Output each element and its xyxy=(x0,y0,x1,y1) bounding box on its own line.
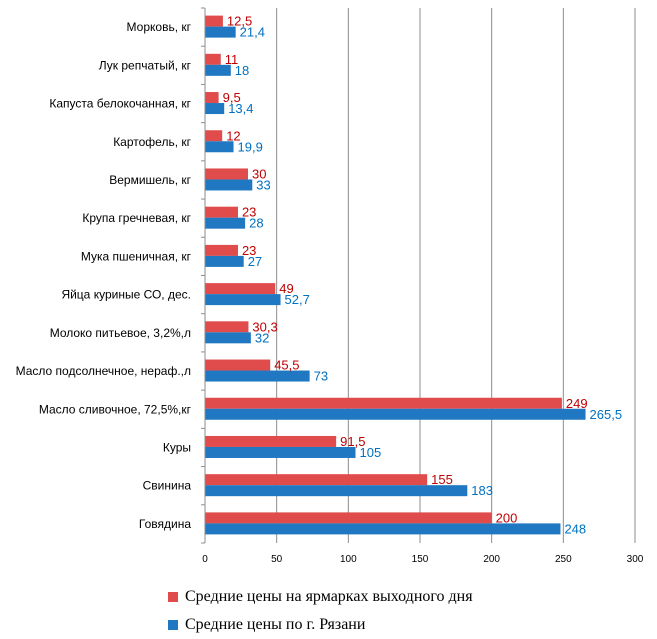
legend-label-city: Средние цены по г. Рязани xyxy=(185,616,366,633)
category-label: Картофель, кг xyxy=(113,135,191,149)
bar-city-9 xyxy=(205,370,310,382)
category-label: Капуста белокочанная, кг xyxy=(49,97,191,111)
value-label-fair: 49 xyxy=(279,281,293,296)
bar-fair-6 xyxy=(205,244,238,256)
bar-city-10 xyxy=(205,408,586,420)
legend-item-city: Средние цены по г. Рязани xyxy=(168,611,473,639)
value-label-fair: 9,5 xyxy=(223,90,241,105)
value-label-city: 13,4 xyxy=(228,101,253,116)
value-label-city: 52,7 xyxy=(285,292,310,307)
value-label-city: 248 xyxy=(564,521,586,536)
value-label-fair: 23 xyxy=(242,205,256,220)
value-label-fair: 155 xyxy=(431,472,453,487)
bar-city-8 xyxy=(205,332,251,344)
category-label: Масло сливочное, 72,5%,кг xyxy=(39,402,192,416)
category-label: Вермишель, кг xyxy=(109,173,191,187)
bar-fair-1 xyxy=(205,53,221,65)
value-label-city: 73 xyxy=(314,369,328,384)
category-label: Мука пшеничная, кг xyxy=(81,249,192,263)
x-tick-label: 300 xyxy=(627,554,644,565)
x-tick-label: 100 xyxy=(340,554,357,565)
value-label-city: 32 xyxy=(255,330,269,345)
bar-fair-8 xyxy=(205,321,249,333)
legend-swatch-city xyxy=(168,620,178,630)
x-tick-label: 150 xyxy=(412,554,429,565)
x-tick-label: 50 xyxy=(271,554,283,565)
category-label: Морковь, кг xyxy=(127,20,192,34)
value-label-city: 28 xyxy=(249,216,263,231)
value-label-fair: 91,5 xyxy=(340,434,365,449)
bar-fair-7 xyxy=(205,283,276,295)
x-tick-label: 250 xyxy=(555,554,572,565)
value-label-city: 18 xyxy=(235,63,249,78)
value-label-fair: 12 xyxy=(226,128,240,143)
category-label: Масло подсолнечное, нераф.,л xyxy=(16,364,191,378)
value-label-city: 105 xyxy=(360,445,382,460)
category-label: Яйца куриные СО, дес. xyxy=(61,288,191,302)
value-label-fair: 23 xyxy=(242,243,256,258)
x-tick-label: 0 xyxy=(202,554,208,565)
bar-fair-11 xyxy=(205,435,337,447)
value-label-fair: 45,5 xyxy=(274,358,299,373)
value-label-fair: 30 xyxy=(252,166,266,181)
bar-fair-3 xyxy=(205,130,223,142)
legend-label-fair: Средние цены на ярмарках выходного дня xyxy=(185,588,473,605)
value-label-fair: 12,5 xyxy=(227,14,252,29)
category-label: Лук репчатый, кг xyxy=(99,58,192,72)
bar-city-5 xyxy=(205,217,246,229)
bar-fair-5 xyxy=(205,206,238,218)
bar-fair-13 xyxy=(205,512,492,524)
value-label-fair: 30,3 xyxy=(252,319,277,334)
bar-fair-10 xyxy=(205,397,562,409)
category-label: Куры xyxy=(163,440,191,454)
category-label: Молоко питьевое, 3,2%,л xyxy=(50,326,191,340)
bar-city-12 xyxy=(205,485,468,497)
value-label-fair: 11 xyxy=(225,52,239,67)
bar-city-2 xyxy=(205,103,225,115)
bar-city-6 xyxy=(205,255,244,267)
value-label-fair: 200 xyxy=(496,510,518,525)
value-label-city: 21,4 xyxy=(240,25,265,40)
legend: Средние цены на ярмарках выходного дня С… xyxy=(168,583,473,639)
value-label-fair: 249 xyxy=(566,396,588,411)
bars xyxy=(205,15,586,535)
value-label-city: 265,5 xyxy=(590,407,623,422)
x-tick-label: 200 xyxy=(483,554,500,565)
category-label: Свинина xyxy=(143,479,192,493)
bar-city-7 xyxy=(205,294,281,306)
bar-city-3 xyxy=(205,141,234,153)
legend-item-fair: Средние цены на ярмарках выходного дня xyxy=(168,583,473,611)
bar-fair-0 xyxy=(205,15,223,27)
bar-fair-4 xyxy=(205,168,248,180)
bar-city-0 xyxy=(205,26,236,38)
bar-city-1 xyxy=(205,64,231,76)
legend-swatch-fair xyxy=(168,592,178,602)
value-label-city: 33 xyxy=(256,177,270,192)
value-label-city: 183 xyxy=(471,483,493,498)
category-label: Крупа гречневая, кг xyxy=(82,211,191,225)
labels: 0 50 100 150 200 250 300 Морковь, кг 12,521,4 Лук… xyxy=(16,14,644,565)
value-label-city: 27 xyxy=(248,254,262,269)
bar-fair-9 xyxy=(205,359,271,371)
gridlines xyxy=(201,7,636,544)
bar-city-13 xyxy=(205,523,561,535)
bar-fair-12 xyxy=(205,474,428,486)
bar-fair-2 xyxy=(205,92,219,104)
value-label-city: 19,9 xyxy=(238,139,263,154)
bar-city-4 xyxy=(205,179,253,191)
category-label: Говядина xyxy=(139,517,191,531)
bar-city-11 xyxy=(205,446,356,458)
